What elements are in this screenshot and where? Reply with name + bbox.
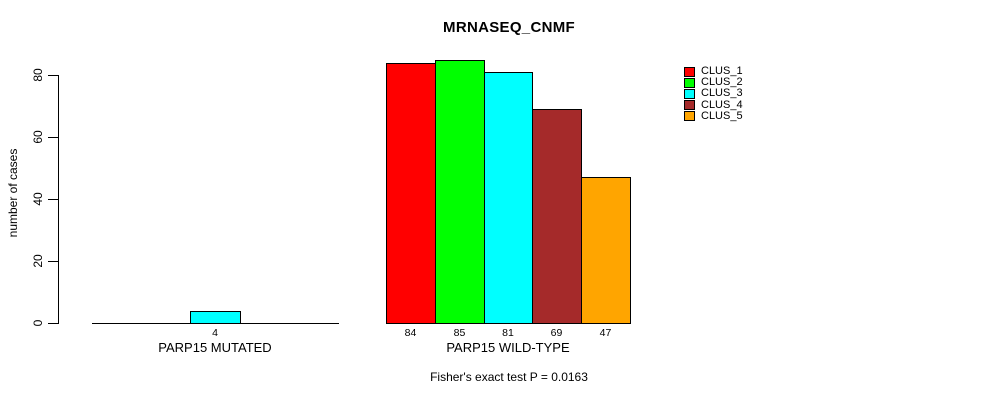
bar-value-label: 84 [404,327,417,339]
category-label-parp15-mutated: PARP15 MUTATED [158,340,272,355]
category-label-parp15-wild-type: PARP15 WILD-TYPE [446,340,570,355]
bar-value-label: 47 [599,327,612,339]
y-axis-tick [48,323,58,324]
bar-clus-5-group1 [581,177,631,324]
y-axis-tick-label: 20 [31,254,45,268]
bar-clus-3-group1 [484,72,533,324]
y-axis-tick-label: 0 [31,319,45,327]
legend: CLUS_1 CLUS_2 CLUS_3 CLUS_4 CLUS_5 [684,66,743,122]
legend-swatch-clus-5 [684,111,695,122]
y-axis-tick [48,199,58,200]
bar-clus-1-group1 [386,63,436,324]
y-axis-line [58,75,59,324]
legend-swatch-clus-2 [684,77,695,88]
y-axis-tick-label: 80 [31,68,45,82]
legend-label: CLUS_5 [701,109,743,122]
legend-label: CLUS_3 [701,87,743,100]
y-axis-tick [48,75,58,76]
y-axis-tick-label: 60 [31,130,45,144]
y-axis-tick [48,261,58,262]
legend-swatch-clus-4 [684,100,695,111]
bar-value-label: 4 [212,327,218,339]
bar-value-label: 85 [453,327,466,339]
caption-fisher-test: Fisher's exact test P = 0.0163 [430,370,588,384]
legend-item-clus-1: CLUS_1 [684,66,743,77]
legend-label: CLUS_2 [701,76,743,89]
bar-clus-2-group1 [435,60,485,324]
bar-clus-4-group1 [532,109,582,324]
bar-value-label: 81 [502,327,514,339]
legend-label: CLUS_1 [701,65,743,78]
y-axis-label: number of cases [6,148,20,238]
legend-item-clus-4: CLUS_4 [684,98,743,111]
legend-label: CLUS_4 [701,98,743,111]
y-axis-tick [48,137,58,138]
bar-value-label: 69 [550,327,563,339]
chart-title: MRNASEQ_CNMF [443,19,575,36]
bar-clus-3-group0 [190,311,241,324]
legend-item-clus-3: CLUS_3 [684,88,743,99]
legend-swatch-clus-1 [684,66,695,77]
legend-swatch-clus-3 [684,88,695,99]
legend-item-clus-2: CLUS_2 [684,77,743,88]
legend-item-clus-5: CLUS_5 [684,109,743,122]
y-axis-tick-label: 40 [31,192,45,206]
